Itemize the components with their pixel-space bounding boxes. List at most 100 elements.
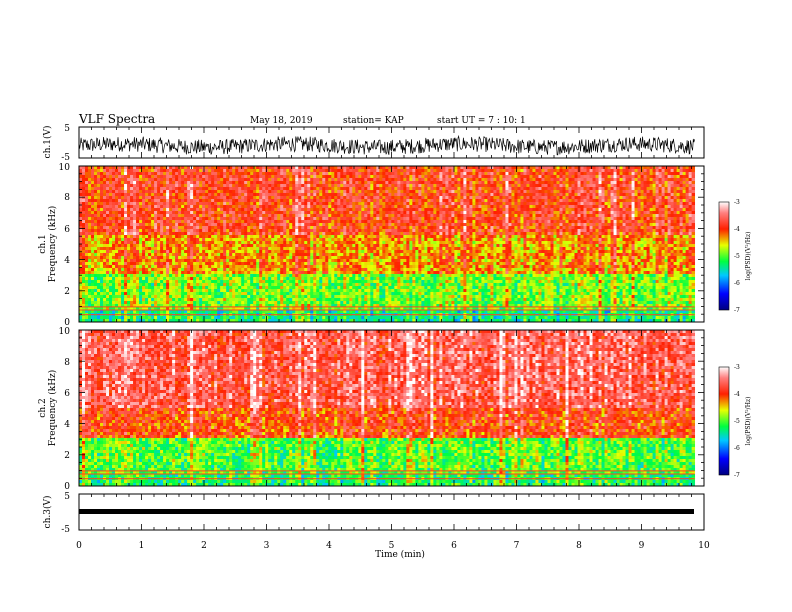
spectrogram-cell [373,184,377,188]
spectrogram-cell [364,175,368,179]
spectrogram-cell [298,193,302,197]
spectrogram-cell [271,238,275,242]
spectrogram-cell [376,199,380,203]
spectrogram-cell [157,178,161,182]
spectrogram-cell [238,220,242,224]
spectrogram-cell [223,187,227,191]
spectrogram-cell [283,226,287,230]
spectrogram-cell [337,166,341,170]
spectrogram-cell [256,172,260,176]
spectrogram-cell [601,220,605,224]
spectrogram-cell [235,169,239,173]
spectrogram-cell [466,208,470,212]
spectrogram-cell [679,178,684,182]
spectrogram-cell [643,229,647,233]
spectrogram-cell [685,172,690,176]
spectrogram-cell [388,193,392,197]
spectrogram-cell [472,208,476,212]
spectrogram-cell [577,223,581,227]
spectrogram-cell [421,184,425,188]
spectrogram-cell [535,190,539,194]
spectrogram-cell [421,223,425,227]
spectrogram-cell [271,211,275,215]
spectrogram-cell [541,235,545,239]
spectrogram-cell [160,199,164,203]
spectrogram-cell [415,178,419,182]
spectrogram-cell [325,208,329,212]
spectrogram-cell [448,178,452,182]
spectrogram-cell [349,211,353,215]
spectrogram-cell [139,211,143,215]
spectrogram-cell [466,175,470,179]
spectrogram-cell [523,208,527,212]
spectrogram-cell [559,193,563,197]
spectrogram-cell [430,229,434,233]
spectrogram-cell [562,169,566,173]
spectrogram-cell [475,220,479,224]
spectrogram-cell [127,208,131,212]
spectrogram-cell [124,184,128,188]
spectrogram-cell [601,205,605,209]
spectrogram-cell [667,208,671,212]
spectrogram-cell [196,178,200,182]
spectrogram-cell [670,211,674,215]
spectrogram-cell [358,208,362,212]
spectrogram-cell [592,220,596,224]
spectrogram-cell [499,208,503,212]
spectrogram-cell [286,208,290,212]
spectrogram-cell [643,169,647,173]
spectrogram-cell [331,187,335,191]
spectrogram-cell [175,172,179,176]
spectrogram-cell [157,187,161,191]
spectrogram-cell [421,235,425,239]
spectrogram-cell [388,172,392,176]
spectrogram-cell [301,187,305,191]
spectrogram-cell [358,211,362,215]
spectrogram-cell [490,178,494,182]
spectrogram-cell [358,226,362,230]
spectrogram-cell [559,208,563,212]
spectrogram-cell [640,178,644,182]
spectrogram-cell [220,172,224,176]
spectrogram-cell [643,178,647,182]
spectrogram-cell [157,223,161,227]
spectrogram-cell [175,196,179,200]
spectrogram-cell [211,217,215,221]
spectrogram-cell [565,172,569,176]
spectrogram-cell [661,196,665,200]
spectrogram-cell [514,205,518,209]
spectrogram-cell [166,202,170,206]
spectrogram-cell [550,232,554,236]
spectrogram-cell [145,190,149,194]
spectrogram-cell [667,217,671,221]
spectrogram-cell [460,217,464,221]
spectrogram-cell [238,178,242,182]
spectrogram-cell [250,199,254,203]
spectrogram-cell [604,211,608,215]
spectrogram-cell [442,175,446,179]
spectrogram-cell [685,235,690,239]
spectrogram-cell [319,169,323,173]
spectrogram-cell [505,229,509,233]
spectrogram-cell [433,178,437,182]
spectrogram-cell [448,196,452,200]
spectrogram-cell [244,238,248,242]
spectrogram-cell [358,184,362,188]
spectrogram-cell [556,196,560,200]
spectrogram-cell [682,235,687,239]
spectrogram-cell [439,229,443,233]
spectrogram-cell [286,193,290,197]
spectrogram-cell [202,193,206,197]
spectrogram-cell [634,217,638,221]
spectrogram-cell [616,232,620,236]
spectrogram-cell [658,220,662,224]
spectrogram-cell [382,232,386,236]
spectrogram-cell [79,235,83,239]
spectrogram-cell [232,199,236,203]
spectrogram-cell [562,166,566,170]
spectrogram-cell [364,181,368,185]
spectrogram-cell [475,199,479,203]
spectrogram-cell [271,196,275,200]
spectrogram-cell [145,196,149,200]
spectrogram-cell [493,226,497,230]
